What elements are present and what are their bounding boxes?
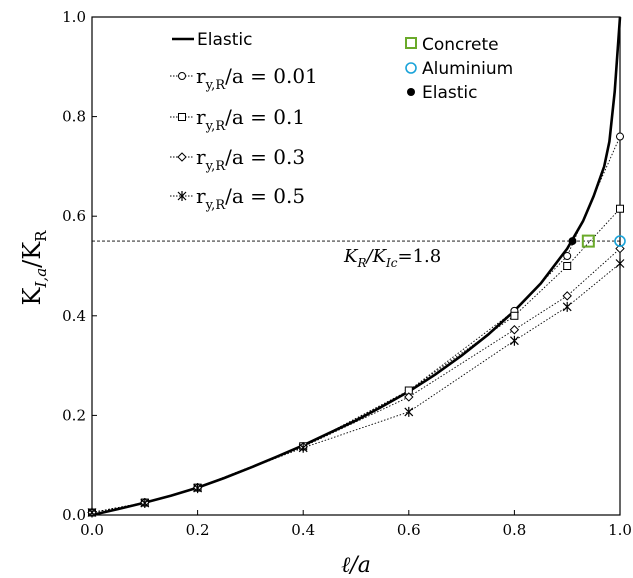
data-point-diamond (562, 291, 572, 301)
legend-marker-star (177, 191, 187, 201)
data-point-circle (563, 252, 572, 261)
legend-aluminium-marker (405, 62, 417, 74)
data-point-square (616, 204, 624, 213)
data-point-star (193, 483, 203, 494)
x-tick-label: 0.8 (502, 521, 526, 539)
y-tick-label: 0.8 (62, 108, 86, 126)
series-line (91, 136, 621, 513)
y-axis: 0.0 0.2 0.4 0.6 0.8 1.0 (62, 8, 97, 524)
x-tick-label: 0.4 (291, 521, 315, 539)
point-concrete (581, 234, 595, 248)
series-lines (91, 136, 621, 513)
data-point-diamond (404, 392, 414, 402)
legend-concrete-label: Concrete (422, 35, 499, 55)
legend-label: ry,R/a = 0.3 (196, 145, 305, 174)
legend-concrete-marker (405, 37, 417, 49)
legend-left: Elastic ry,R/a = 0.01 ry,R/a = 0.1 ry,R/… (170, 30, 318, 213)
data-point-diamond (615, 243, 625, 254)
y-tick-label: 0.6 (62, 207, 86, 225)
legend-marker-diamond (177, 152, 187, 162)
legend-item-01: ry,R/a = 0.1 (170, 105, 305, 134)
data-point-star (140, 498, 150, 509)
x-axis: 0.0 0.2 0.4 0.6 0.8 1.0 (80, 510, 632, 539)
legend-marker-square (178, 113, 186, 121)
data-point-star (615, 258, 625, 269)
legend-item-05: ry,R/a = 0.5 (170, 184, 305, 213)
y-tick-label: 0.4 (62, 307, 86, 325)
data-point-star (87, 507, 97, 518)
legend-item-001: ry,R/a = 0.01 (170, 64, 318, 93)
y-axis-label: KI,a/KR (18, 230, 50, 306)
y-tick-label: 0.0 (62, 506, 86, 524)
data-point-square (563, 262, 572, 270)
legend-label: ry,R/a = 0.01 (196, 64, 318, 93)
series-markers (87, 132, 625, 518)
data-point-star (298, 442, 308, 453)
legend-elastic-label: Elastic (197, 30, 252, 50)
legend-marker-circle (178, 72, 186, 80)
data-point-star (509, 335, 519, 346)
x-tick-label: 1.0 (608, 521, 632, 539)
legend-label: ry,R/a = 0.1 (196, 105, 305, 134)
legend-aluminium-label: Aluminium (422, 59, 513, 79)
data-point-star (562, 301, 572, 312)
reference-line-label: KR/KIc=1.8 (343, 246, 441, 270)
point-aluminium (614, 235, 626, 247)
legend-item-03: ry,R/a = 0.3 (170, 145, 305, 174)
special-points (568, 234, 626, 248)
series-line (91, 263, 621, 513)
point-elastic (568, 237, 577, 246)
x-tick-label: 0.2 (186, 521, 210, 539)
legend-label: ry,R/a = 0.5 (196, 184, 305, 213)
x-axis-label: ℓ/a (341, 553, 371, 578)
x-tick-label: 0.0 (80, 521, 104, 539)
data-point-star (404, 406, 414, 417)
data-point-circle (616, 132, 624, 141)
legend-elastic-point-label: Elastic (422, 83, 477, 103)
legend-right: Concrete Aluminium Elastic (405, 35, 513, 103)
data-point-diamond (509, 325, 520, 335)
series-line (91, 248, 621, 513)
x-tick-label: 0.6 (397, 521, 421, 539)
y-tick-label: 1.0 (62, 8, 86, 26)
data-point-square (510, 311, 519, 320)
legend-elastic-point-marker (407, 88, 415, 96)
y-tick-label: 0.2 (62, 406, 86, 424)
